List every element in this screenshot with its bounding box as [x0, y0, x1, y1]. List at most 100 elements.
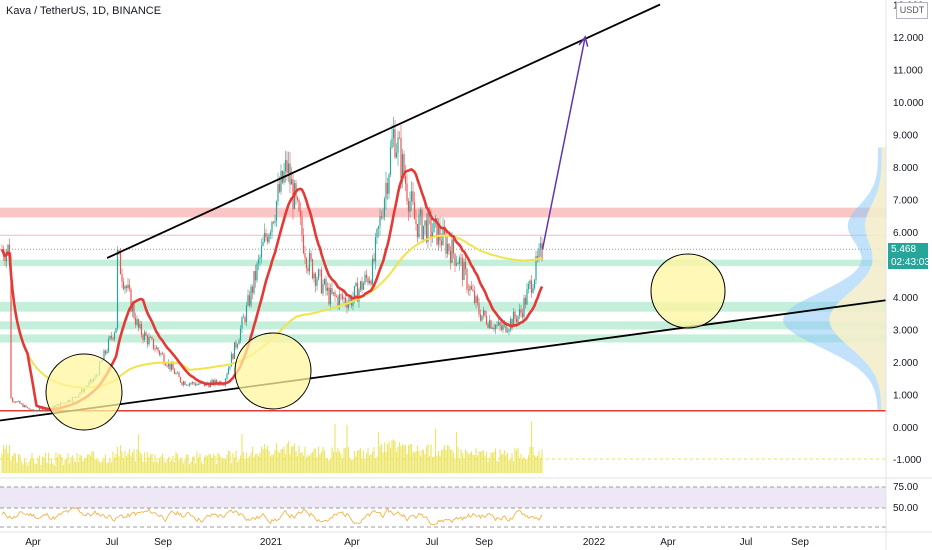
volume-bar [187, 454, 189, 473]
volume-bar [326, 458, 329, 473]
volume-bar [242, 451, 245, 473]
volume-bar [332, 451, 335, 473]
candle-body [509, 319, 512, 330]
volume-bar [239, 455, 242, 473]
candle-body [469, 286, 471, 291]
volume-bar [500, 454, 503, 473]
candle-body [38, 408, 41, 411]
currency-unit-button[interactable]: USDT [896, 2, 928, 19]
candle-body [298, 199, 300, 211]
volume-bar [62, 464, 65, 473]
volume-bar [520, 453, 522, 473]
candle [482, 306, 485, 320]
volume-bar [106, 463, 108, 473]
volume-bar [95, 460, 98, 473]
volume-bar [473, 455, 476, 473]
volume-bar [7, 452, 9, 473]
candle [323, 277, 326, 286]
candle [32, 409, 35, 412]
candle-body [17, 401, 20, 402]
candle [307, 265, 309, 275]
volume-bar [286, 443, 288, 473]
candle-body [536, 256, 539, 258]
candle-body [10, 256, 12, 399]
candle [355, 281, 357, 287]
candle [334, 290, 336, 302]
candle-body [37, 410, 39, 412]
candle [146, 334, 149, 349]
candle [371, 255, 374, 286]
candle-body [134, 317, 137, 325]
volume-bar [466, 451, 468, 473]
candle-body [424, 220, 426, 226]
candle [530, 274, 533, 298]
volume-bar [173, 462, 176, 473]
candle-body [338, 294, 341, 306]
candle [328, 282, 330, 306]
candle-body [514, 311, 516, 319]
candle [31, 409, 33, 411]
candle [109, 335, 111, 341]
support-zone [0, 334, 886, 343]
price-axis-tick: 0.000 [893, 423, 918, 434]
candle-body [248, 295, 251, 306]
candle [439, 216, 441, 248]
candle-body [152, 338, 155, 349]
candle [509, 316, 512, 333]
candle [29, 408, 32, 411]
volume-bar [290, 446, 293, 473]
volume-bar [337, 447, 339, 473]
candle-body [146, 335, 149, 345]
time-axis-tick: Jul [106, 537, 119, 548]
volume-bar [134, 461, 137, 473]
candle [385, 171, 387, 210]
candle-body [226, 374, 228, 379]
volume-bar [352, 459, 354, 473]
volume-bar [188, 464, 191, 473]
candle-body [359, 281, 362, 290]
volume-bar [491, 452, 494, 473]
price-axis-tick: 12.000 [893, 33, 924, 44]
volume-bar [14, 453, 17, 473]
volume-bar [203, 456, 206, 473]
candle [392, 116, 395, 147]
candle-body [28, 407, 30, 410]
candle [161, 351, 164, 355]
candle [166, 364, 168, 368]
candle [260, 238, 263, 264]
volume-bar [56, 456, 59, 473]
candle-body [308, 253, 311, 272]
candle-body [331, 288, 333, 294]
volume-bar [499, 449, 501, 473]
time-axis-tick: 2021 [260, 537, 283, 548]
volume-bar [79, 454, 81, 473]
candle-body [145, 332, 147, 336]
candle-body [239, 328, 242, 341]
volume-bar [323, 450, 326, 473]
candle-body [20, 403, 23, 405]
volume-bar [370, 454, 372, 473]
candle-body [104, 350, 107, 354]
candle-body [386, 182, 389, 194]
volume-bar [254, 454, 257, 473]
volume-bar [349, 458, 351, 473]
candle-body [455, 263, 458, 266]
volume-bar [395, 451, 398, 473]
candle [541, 237, 543, 262]
volume-bar [61, 456, 63, 473]
candle [17, 400, 20, 402]
candle-body [335, 296, 338, 297]
volume-bar [88, 454, 90, 473]
volume-bar [43, 457, 45, 473]
candle [340, 293, 342, 301]
volume-bar [229, 451, 231, 473]
volume-bar [317, 446, 320, 473]
candle [301, 210, 303, 242]
candle [383, 196, 386, 221]
candle [502, 321, 504, 334]
candle-body [8, 244, 11, 257]
candle-body [230, 353, 233, 367]
candle [226, 372, 228, 381]
candle [496, 321, 498, 329]
